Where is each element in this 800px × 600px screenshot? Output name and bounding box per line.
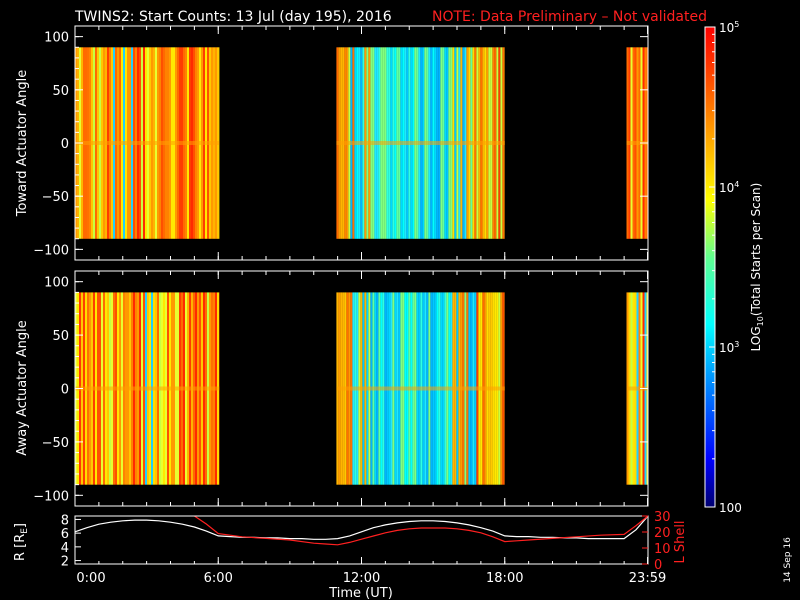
away-ytick-label: 0 <box>61 383 69 398</box>
away-zero-band <box>75 386 220 391</box>
away-zero-band <box>626 386 648 391</box>
away-ylabel: Away Actuator Angle <box>15 320 30 455</box>
toward-ytick-label: −100 <box>33 243 69 258</box>
away-ytick-label: −100 <box>33 489 69 504</box>
toward-ytick-label: −50 <box>42 190 69 205</box>
away-ytick-label: 100 <box>44 276 69 291</box>
away-ytick-label: −50 <box>42 436 69 451</box>
colorbar-tick-label: 105 <box>719 20 739 35</box>
time-xtick-label: 18:00 <box>486 571 523 586</box>
lshell-ytick-label: 10 <box>654 542 671 557</box>
toward-axes: −100 −50 0 50 100 <box>33 25 649 261</box>
away-zero-band <box>336 386 505 391</box>
lshell-ytick-label: 20 <box>654 526 671 541</box>
away-heatmap-panel: −100 −50 0 50 100 Away Actuator Angle <box>15 270 649 507</box>
radius-ylabel: R [RE] <box>13 523 30 561</box>
toward-zero-band <box>626 141 648 145</box>
away-axes: −100 −50 0 50 100 <box>33 270 649 507</box>
colorbar-ticks: 100 103 104 105 <box>709 20 742 515</box>
toward-ytick-label: 100 <box>44 31 69 46</box>
toward-ylabel: Toward Actuator Angle <box>15 70 30 217</box>
colorbar-tick-label: 104 <box>719 180 739 195</box>
time-xtick-label: 23:59 <box>629 571 666 586</box>
date-stamp: 14 Sep 16 <box>783 537 793 583</box>
radius-ytick-label: 6 <box>61 527 69 542</box>
colorbar-tick-label: 103 <box>719 340 739 355</box>
radius-ytick-label: 8 <box>61 513 69 528</box>
toward-ytick-label: 0 <box>61 137 69 152</box>
away-data-segment <box>75 292 220 485</box>
away-data-segment <box>336 292 505 485</box>
lshell-ytick-label: 30 <box>654 510 671 525</box>
colorbar: 100 103 104 105 LOG10(Total Starts per Scan… <box>704 20 765 515</box>
toward-heatmap-panel: −100 −50 0 50 100 Toward Actuator Angle <box>15 25 649 261</box>
toward-heatmap-cells <box>75 47 648 239</box>
time-xlabel: Time (UT) <box>328 586 393 600</box>
time-xtick-label: 6:00 <box>204 571 233 586</box>
lshell-line <box>194 515 649 546</box>
toward-data-segment <box>75 47 220 239</box>
toward-ytick-label: 50 <box>52 84 69 99</box>
colorbar-label: LOG10(Total Starts per Scan) <box>749 183 765 352</box>
radius-ytick-label: 2 <box>61 555 69 570</box>
colorbar-gradient <box>704 26 716 508</box>
time-xtick-label: 12:00 <box>343 571 380 586</box>
away-ytick-label: 50 <box>52 329 69 344</box>
toward-zero-band <box>336 141 505 145</box>
orbit-lines <box>74 515 649 546</box>
preliminary-note: NOTE: Data Preliminary – Not validated <box>432 9 707 25</box>
lshell-ytick-label: 0 <box>654 558 662 573</box>
radius-line <box>74 515 649 540</box>
lshell-ylabel: L Shell <box>673 520 688 563</box>
toward-data-segment <box>336 47 505 239</box>
orbit-axes-frame <box>74 515 649 565</box>
colorbar-tick-label: 100 <box>719 501 742 515</box>
time-xtick-label: 0:00 <box>76 571 105 586</box>
chart-title: TWINS2: Start Counts: 13 Jul (day 195), … <box>74 9 392 25</box>
radius-ytick-label: 4 <box>61 541 69 556</box>
toward-zero-band <box>75 141 220 145</box>
